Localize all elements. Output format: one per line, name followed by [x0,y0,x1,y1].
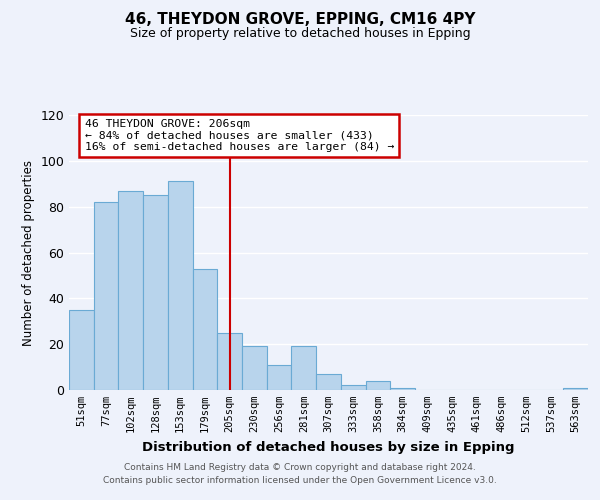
Bar [168,182,193,390]
Bar [341,386,365,390]
Text: 46 THEYDON GROVE: 206sqm
← 84% of detached houses are smaller (433)
16% of semi-: 46 THEYDON GROVE: 206sqm ← 84% of detach… [85,119,394,152]
Bar [143,195,168,390]
Bar [267,365,292,390]
Bar [563,388,588,390]
Text: Size of property relative to detached houses in Epping: Size of property relative to detached ho… [130,28,470,40]
Bar [69,310,94,390]
Bar [217,332,242,390]
Text: 46, THEYDON GROVE, EPPING, CM16 4PY: 46, THEYDON GROVE, EPPING, CM16 4PY [125,12,475,28]
Bar [118,190,143,390]
Bar [94,202,118,390]
X-axis label: Distribution of detached houses by size in Epping: Distribution of detached houses by size … [142,440,515,454]
Text: Contains HM Land Registry data © Crown copyright and database right 2024.: Contains HM Land Registry data © Crown c… [124,464,476,472]
Bar [390,388,415,390]
Text: Contains public sector information licensed under the Open Government Licence v3: Contains public sector information licen… [103,476,497,485]
Bar [242,346,267,390]
Bar [193,268,217,390]
Bar [292,346,316,390]
Bar [316,374,341,390]
Y-axis label: Number of detached properties: Number of detached properties [22,160,35,346]
Bar [365,381,390,390]
